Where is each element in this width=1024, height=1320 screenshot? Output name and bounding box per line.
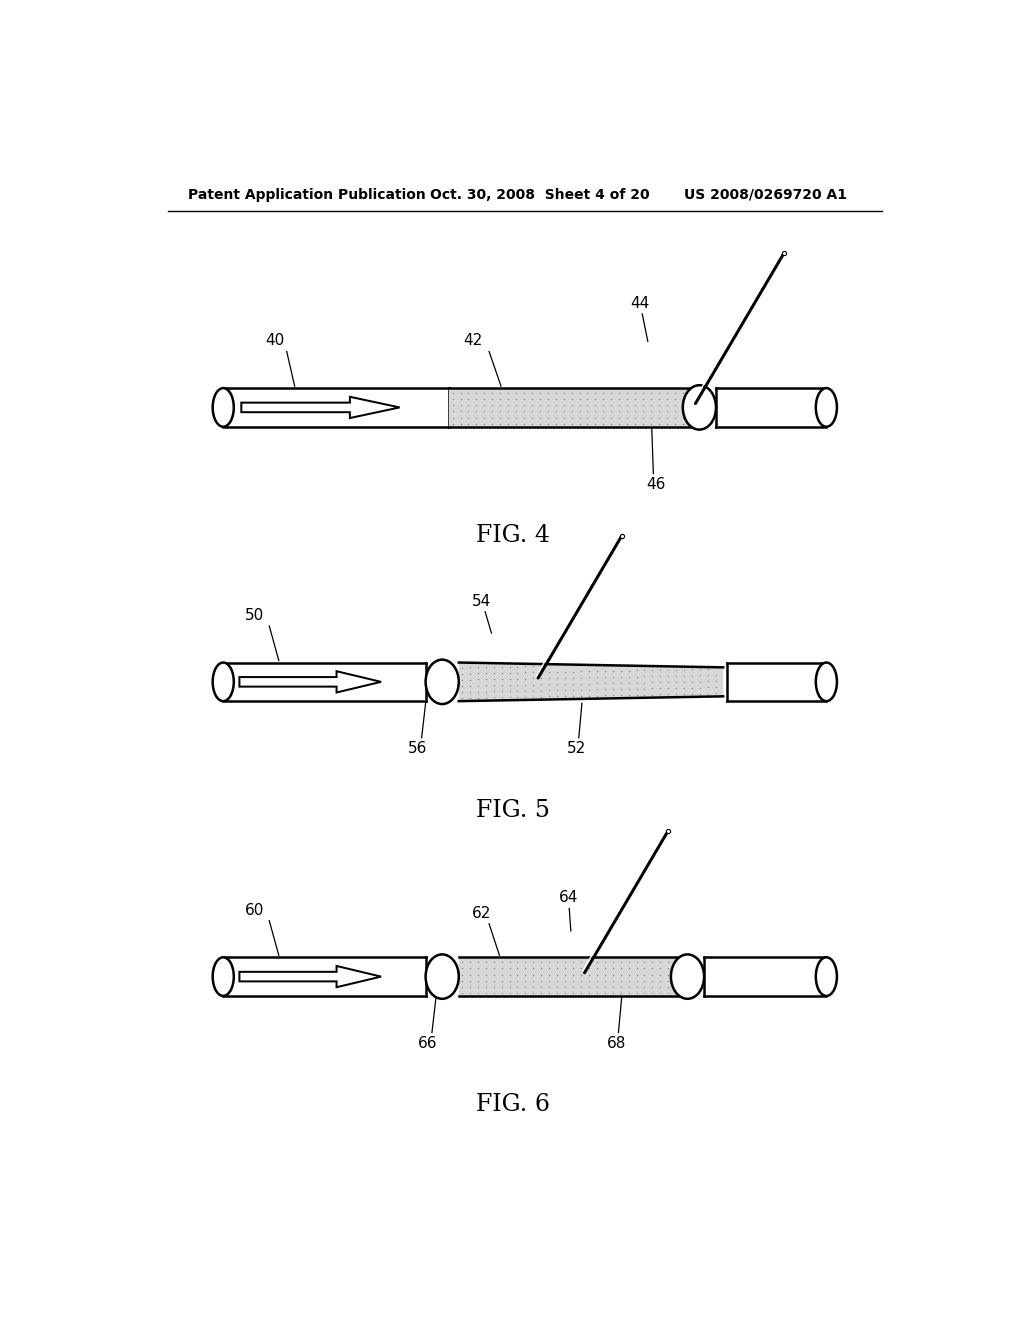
Text: 60: 60 [246,903,264,917]
FancyArrow shape [240,966,381,987]
Text: 46: 46 [646,477,666,491]
Bar [716,388,826,426]
Text: Patent Application Publication: Patent Application Publication [187,187,425,202]
Text: 40: 40 [265,334,285,348]
Text: 54: 54 [471,594,490,609]
Ellipse shape [426,660,459,704]
Text: 68: 68 [606,1036,626,1051]
FancyArrow shape [242,397,399,418]
Ellipse shape [426,954,459,999]
Text: 62: 62 [471,906,490,921]
Text: 64: 64 [559,891,579,906]
Text: 56: 56 [408,741,427,756]
Ellipse shape [683,385,716,429]
Text: 66: 66 [418,1036,437,1051]
Text: 52: 52 [566,741,586,756]
Bar [459,957,687,995]
Text: FIG. 5: FIG. 5 [476,799,550,822]
Ellipse shape [816,957,837,995]
FancyArrow shape [240,672,381,693]
Text: 44: 44 [630,296,649,312]
Ellipse shape [213,388,233,426]
Text: FIG. 6: FIG. 6 [476,1093,550,1117]
Text: 50: 50 [246,609,264,623]
Text: Oct. 30, 2008  Sheet 4 of 20: Oct. 30, 2008 Sheet 4 of 20 [430,187,649,202]
Bar [705,957,826,995]
Ellipse shape [816,663,837,701]
Ellipse shape [816,388,837,426]
Text: 42: 42 [464,334,483,348]
Polygon shape [459,663,723,701]
Text: FIG. 4: FIG. 4 [476,524,550,548]
Bar [223,663,426,701]
Bar [223,388,450,426]
Ellipse shape [671,954,705,999]
Ellipse shape [213,663,233,701]
Text: US 2008/0269720 A1: US 2008/0269720 A1 [684,187,847,202]
Bar [450,388,699,426]
Ellipse shape [213,957,233,995]
Bar [223,957,426,995]
Bar [727,663,826,701]
